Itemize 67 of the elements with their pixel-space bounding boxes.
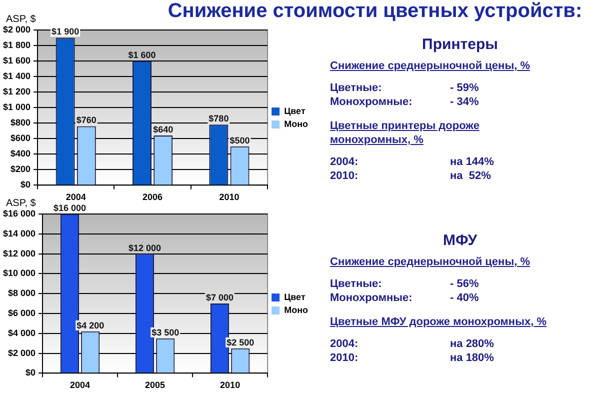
- y-axis-title: ASP, $: [6, 198, 36, 209]
- data-label: $2 500: [226, 337, 254, 348]
- text: Цветные:: [330, 81, 383, 95]
- data-label: $1 600: [128, 50, 156, 60]
- y-tick-label: $0: [26, 368, 36, 378]
- y-tick-label: $2 000: [8, 348, 36, 358]
- data-label: $3 500: [152, 327, 180, 338]
- data-label: $16 000: [53, 202, 86, 213]
- data-label: $4 200: [76, 320, 104, 330]
- text: на 144%: [450, 155, 494, 169]
- data-label: $780: [208, 114, 229, 124]
- legend-label: Цвет: [284, 106, 306, 116]
- text: Цветные МФУ дороже монохромных, %: [330, 315, 548, 329]
- text: на 52%: [450, 169, 491, 183]
- x-tick-label: 2010: [220, 380, 240, 390]
- text: на 280%: [450, 337, 494, 351]
- text: Цветные принтеры дороже монохромных, %: [330, 119, 480, 147]
- data-label: $12 000: [128, 242, 162, 253]
- legend-label: Моно: [284, 304, 308, 315]
- text: Принтеры: [421, 36, 499, 53]
- text: 2004:: [330, 337, 360, 351]
- text: Цветные:: [330, 277, 383, 291]
- text: МФУ: [442, 232, 478, 249]
- x-tick-label: 2005: [145, 380, 166, 390]
- text: на 180%: [450, 351, 494, 365]
- text: 2010:: [330, 351, 360, 365]
- data-label: $640: [153, 124, 174, 135]
- y-tick-label: $200: [10, 164, 31, 174]
- y-tick-label: $8 000: [8, 288, 36, 298]
- y-tick-label: $1 800: [2, 40, 31, 50]
- y-tick-label: $400: [10, 148, 31, 159]
- x-tick-label: 2006: [142, 192, 163, 202]
- text: 2010:: [330, 169, 360, 183]
- y-tick-label: $0: [20, 180, 31, 190]
- y-tick-label: $6 000: [8, 308, 36, 318]
- y-tick-label: $2 000: [2, 24, 31, 34]
- data-label: $1 900: [52, 26, 80, 37]
- text: - 40%: [450, 291, 479, 305]
- text: - 59%: [450, 81, 479, 95]
- y-tick-label: $4 000: [8, 328, 36, 338]
- y-tick-label: $1 400: [2, 71, 31, 82]
- text: Монохромные:: [330, 95, 414, 109]
- y-tick-label: $12 000: [2, 248, 36, 258]
- text: - 56%: [450, 277, 479, 291]
- data-label: $500: [230, 135, 250, 146]
- x-tick-label: 2004: [70, 380, 90, 390]
- text: Снижение среднерыночной цены, %: [330, 59, 531, 73]
- y-tick-label: $14 000: [2, 228, 36, 238]
- y-tick-label: $800: [10, 118, 31, 128]
- data-label: $7 000: [206, 292, 234, 303]
- text: Снижение среднерыночной цены, %: [330, 255, 531, 269]
- text: Снижение стоимости цветных устройств:: [166, 0, 584, 23]
- legend-label: Моно: [284, 118, 308, 129]
- legend-label: Цвет: [284, 292, 306, 302]
- data-label: $760: [76, 115, 96, 126]
- y-tick-label: $1 000: [2, 102, 31, 112]
- text: Монохромные:: [330, 291, 414, 305]
- y-tick-label: $600: [10, 133, 31, 144]
- y-tick-label: $16 000: [2, 208, 36, 218]
- text: 2004:: [330, 155, 360, 169]
- x-tick-label: 2004: [66, 192, 86, 202]
- text: - 34%: [450, 95, 479, 109]
- y-tick-label: $1 200: [2, 86, 31, 97]
- y-tick-label: $10 000: [2, 268, 36, 278]
- x-tick-label: 2010: [219, 192, 240, 202]
- y-axis-title: ASP, $: [6, 14, 36, 25]
- y-tick-label: $1 600: [2, 56, 31, 66]
